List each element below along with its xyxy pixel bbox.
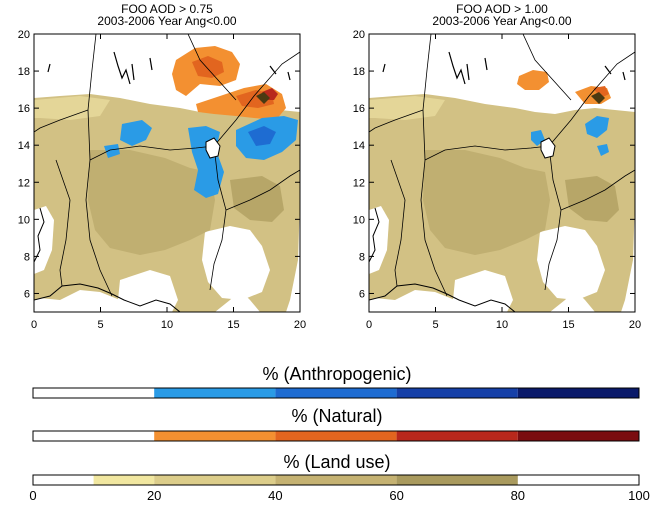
colorbar-tick-label: 80: [510, 488, 526, 503]
y-tick-label: 10: [18, 214, 30, 226]
colorbar-tick-label: 60: [389, 488, 404, 503]
y-tick-label: 18: [18, 66, 30, 78]
colorbar-segment: [517, 388, 639, 398]
colorbar-anthropogenic: [32, 387, 640, 399]
y-tick-label: 8: [24, 251, 30, 263]
no-data-gap: [202, 226, 270, 300]
colorbar-segment: [275, 475, 397, 485]
x-tick-label: 15: [227, 319, 239, 330]
land-use-high-fraction: [565, 176, 619, 222]
axis-ticks: 0 5 10 15 20 6 8 10 12 14 16 18 20: [353, 29, 641, 330]
x-tick-label: 5: [97, 319, 103, 330]
gulf-coastline: [34, 207, 45, 263]
no-data-gap: [34, 206, 54, 274]
colorbar-segment: [396, 388, 518, 398]
dark-terrain-patch: [256, 92, 270, 104]
map-title-period: 2003-2006 Year Ang<0.00: [97, 14, 237, 28]
x-tick-label: 20: [294, 319, 306, 330]
natural-aerosol-plume: [517, 70, 549, 90]
natural-aerosol-core: [192, 56, 224, 78]
coastline: [369, 283, 516, 312]
coastline: [34, 283, 181, 312]
colorbar-frame: [32, 387, 640, 399]
land-use-low-fraction: [34, 96, 110, 120]
x-tick-label: 20: [629, 319, 641, 330]
y-tick-label: 18: [353, 66, 365, 78]
y-tick-label: 12: [18, 177, 30, 189]
colorbar-segment: [93, 475, 155, 485]
land-use-high-fraction: [423, 150, 550, 255]
y-tick-label: 6: [24, 288, 30, 300]
colorbar-tick-label: 20: [146, 488, 162, 503]
colorbar-segment: [33, 388, 155, 398]
anthropogenic-aerosol-patch: [104, 144, 120, 158]
map-content-group: [34, 34, 300, 312]
y-tick-label: 6: [359, 288, 365, 300]
x-tick-label: 10: [496, 319, 508, 330]
colorbar-segment: [275, 388, 397, 398]
y-tick-label: 14: [353, 140, 365, 152]
river-features: [47, 51, 291, 85]
land-use-high-fraction: [230, 176, 284, 222]
country-border: [369, 34, 635, 297]
land-use-high-fraction: [88, 150, 215, 255]
colorbar-title-land-use: % (Land use): [283, 452, 391, 472]
map-title-threshold: FOO AOD > 0.75: [121, 2, 213, 16]
colorbar-tick-label: 0: [29, 488, 37, 503]
y-tick-label: 10: [353, 214, 365, 226]
map-panel-aod-100: FOO AOD > 1.00 2003-2006 Year Ang<0.00: [335, 0, 645, 330]
no-data-gap: [537, 226, 605, 300]
y-tick-label: 14: [18, 140, 30, 152]
gulf-coastline: [369, 207, 380, 263]
no-data-gap: [369, 206, 389, 274]
colorbar-segment: [517, 431, 639, 441]
natural-aerosol-core: [593, 86, 609, 98]
anthropogenic-aerosol-patch: [585, 116, 609, 138]
colorbar-land-use: [32, 474, 640, 486]
colorbar-segment: [154, 475, 276, 485]
map-plot: 0 5 10 15 20 6 8 10 12 14 16 18 20: [353, 29, 641, 330]
colorbar-segment: [396, 475, 518, 485]
x-tick-label: 10: [161, 319, 173, 330]
anthropogenic-aerosol-core: [248, 126, 276, 146]
colorbar-tick-label: 100: [628, 488, 650, 503]
country-border: [34, 34, 300, 297]
river-features: [382, 51, 626, 85]
colorbar-segment: [33, 431, 155, 441]
colorbar-segment: [275, 431, 397, 441]
land-use-low-fraction: [369, 96, 445, 120]
colorbar-tick-label: 40: [268, 488, 283, 503]
colorbar-natural: [32, 430, 640, 442]
anthropogenic-aerosol-patch: [597, 144, 609, 156]
map-content-group: [369, 34, 635, 312]
x-tick-label: 5: [432, 319, 438, 330]
y-tick-label: 16: [353, 103, 365, 115]
y-tick-label: 20: [18, 29, 30, 41]
anthropogenic-aerosol-patch: [120, 120, 152, 146]
lake-chad: [205, 137, 221, 159]
axis-ticks: 0 5 10 15 20 6 8 10 12 14 16 18 20: [18, 29, 306, 330]
colorbar-frame: [32, 474, 640, 486]
colorbar-segment: [154, 388, 276, 398]
y-tick-label: 20: [353, 29, 365, 41]
colorbar-segment: [154, 431, 276, 441]
y-tick-label: 12: [353, 177, 365, 189]
colorbar-segment: [396, 431, 518, 441]
colorbar-segment: [33, 475, 94, 485]
y-tick-label: 8: [359, 251, 365, 263]
colorbar-title-anthropogenic: % (Anthropogenic): [262, 364, 412, 384]
colorbar-title-natural: % (Natural): [291, 406, 383, 426]
y-tick-label: 16: [18, 103, 30, 115]
map-title-period: 2003-2006 Year Ang<0.00: [432, 14, 572, 28]
colorbar-frame: [32, 430, 640, 442]
map-panel-aod-075: FOO AOD > 0.75 2003-2006 Year Ang<0.00: [0, 0, 310, 330]
x-tick-label: 0: [366, 319, 372, 330]
x-tick-label: 0: [31, 319, 37, 330]
dark-terrain-patch: [591, 92, 605, 104]
map-title-threshold: FOO AOD > 1.00: [456, 2, 548, 16]
x-tick-label: 15: [562, 319, 574, 330]
map-plot: 0 5 10 15 20 6 8 10 12 14 16 18 20: [18, 29, 306, 330]
lake-chad: [540, 137, 556, 159]
